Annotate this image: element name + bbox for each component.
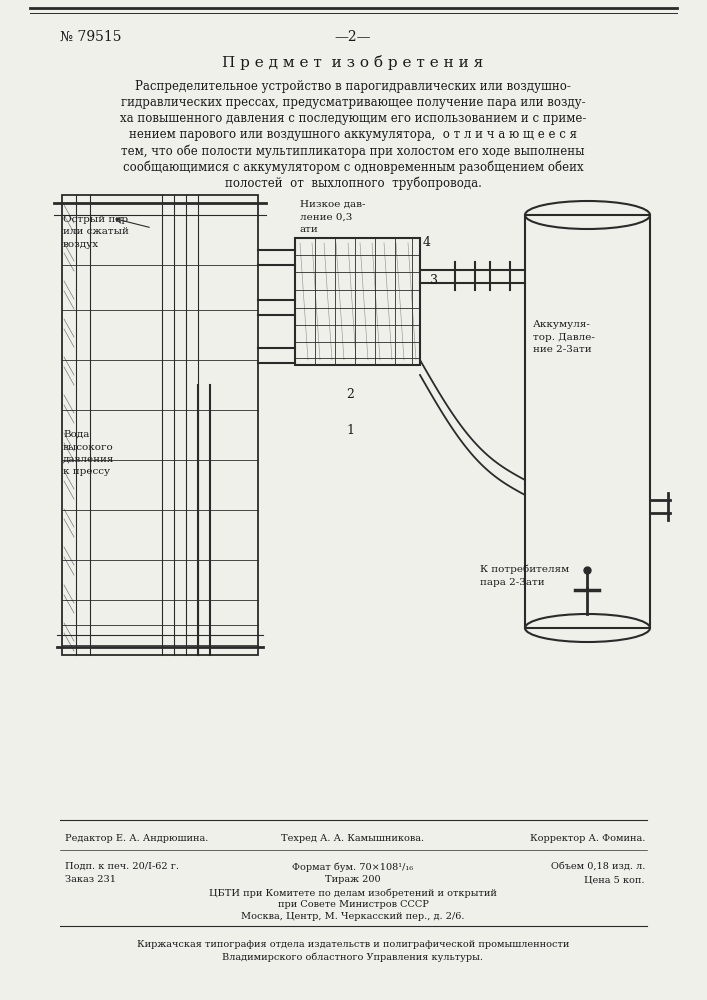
Text: Владимирского областного Управления культуры.: Владимирского областного Управления куль… <box>223 953 484 962</box>
Text: Заказ 231: Заказ 231 <box>65 875 116 884</box>
Text: Цена 5 коп.: Цена 5 коп. <box>585 875 645 884</box>
Text: сообщающимися с аккумулятором с одновременным разобщением обеих: сообщающимися с аккумулятором с одноврем… <box>123 160 583 174</box>
Text: 4: 4 <box>423 235 431 248</box>
Text: Распределительное устройство в парогидравлических или воздушно-: Распределительное устройство в парогидра… <box>135 80 571 93</box>
Text: Формат бум. 70×108¹/₁₆: Формат бум. 70×108¹/₁₆ <box>293 862 414 871</box>
Text: № 79515: № 79515 <box>60 30 122 44</box>
Text: Объем 0,18 изд. л.: Объем 0,18 изд. л. <box>551 862 645 871</box>
Text: Редактор Е. А. Андрюшина.: Редактор Е. А. Андрюшина. <box>65 834 209 843</box>
Text: Низкое дав-
ление 0,3
ати: Низкое дав- ление 0,3 ати <box>300 200 366 234</box>
Text: —2—: —2— <box>334 30 371 44</box>
Text: 2: 2 <box>346 388 354 401</box>
Text: Острый пар
или сжатый
воздух: Острый пар или сжатый воздух <box>63 215 129 249</box>
Text: ха повышенного давления с последующим его использованием и с приме-: ха повышенного давления с последующим ег… <box>119 112 586 125</box>
Text: гидравлических прессах, предусматривающее получение пара или возду-: гидравлических прессах, предусматривающе… <box>121 96 585 109</box>
Text: 3: 3 <box>430 273 438 286</box>
Text: П р е д м е т  и з о б р е т е н и я: П р е д м е т и з о б р е т е н и я <box>223 55 484 70</box>
Text: при Совете Министров СССР: при Совете Министров СССР <box>278 900 428 909</box>
Text: нением парового или воздушного аккумулятора,  о т л и ч а ю щ е е с я: нением парового или воздушного аккумулят… <box>129 128 577 141</box>
Text: тем, что обе полости мультипликатора при холостом его ходе выполнены: тем, что обе полости мультипликатора при… <box>121 144 585 157</box>
Text: Москва, Центр, М. Черкасский пер., д. 2/6.: Москва, Центр, М. Черкасский пер., д. 2/… <box>241 912 464 921</box>
Text: Вода
высокого
давления
к прессу: Вода высокого давления к прессу <box>63 430 115 477</box>
Text: Аккумуля-
тор. Давле-
ние 2-3ати: Аккумуля- тор. Давле- ние 2-3ати <box>533 320 595 354</box>
Text: Подп. к печ. 20/I-62 г.: Подп. к печ. 20/I-62 г. <box>65 862 179 871</box>
Text: К потребителям
пара 2-3ати: К потребителям пара 2-3ати <box>480 565 569 587</box>
Text: ЦБТИ при Комитете по делам изобретений и открытий: ЦБТИ при Комитете по делам изобретений и… <box>209 888 497 898</box>
Text: Киржачская типография отдела издательств и полиграфической промышленности: Киржачская типография отдела издательств… <box>137 940 569 949</box>
Text: Тираж 200: Тираж 200 <box>325 875 381 884</box>
Text: полостей  от  выхлопного  трубопровода.: полостей от выхлопного трубопровода. <box>225 176 481 190</box>
Text: Техред А. А. Камышникова.: Техред А. А. Камышникова. <box>281 834 425 843</box>
Text: 1: 1 <box>346 424 354 436</box>
Text: Корректор А. Фомина.: Корректор А. Фомина. <box>530 834 645 843</box>
